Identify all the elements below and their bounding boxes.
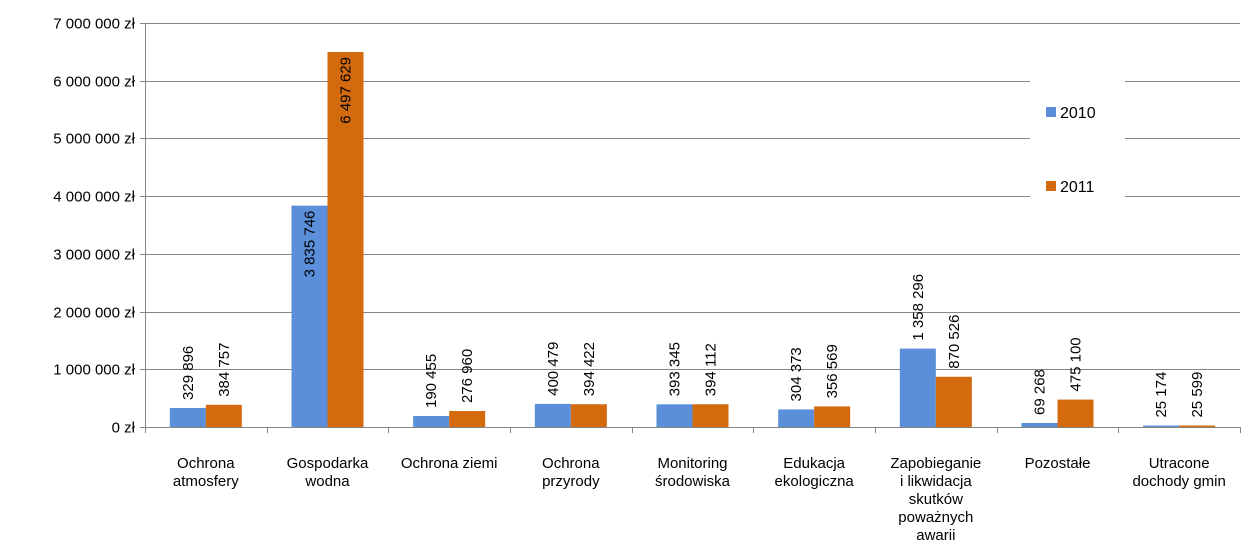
bar-2010: [778, 409, 815, 427]
bar-2010: [534, 403, 571, 427]
category-label-line: Monitoring: [657, 455, 727, 472]
category-label-line: awarii: [916, 527, 955, 544]
category-label-line: Ochrona ziemi: [401, 455, 498, 472]
category-label-line: Zapobieganie: [890, 455, 981, 472]
bar-2011: [449, 411, 486, 427]
bar-2011: [814, 406, 851, 427]
bar-2010: [291, 205, 328, 427]
category-label-line: Ochrona: [177, 455, 235, 472]
y-tick-label: 3 000 000 zł: [53, 247, 135, 264]
y-tick-label: 7 000 000 zł: [53, 16, 135, 33]
data-label: 393 345: [667, 342, 684, 396]
category-label-line: Ochrona: [542, 455, 600, 472]
category-label: Ochrona przyrody: [542, 455, 600, 490]
y-tick-label: 1 000 000 zł: [53, 362, 135, 379]
category-label: Gospodarka wodna: [287, 455, 369, 490]
bar-2011: [327, 51, 364, 427]
category-label: Pozostałe: [1025, 455, 1091, 472]
category-label: Edukacja ekologiczna: [775, 455, 855, 490]
bar-2011: [935, 376, 972, 427]
y-tick-label: 5 000 000 zł: [53, 131, 135, 148]
category-label-line: Edukacja: [783, 455, 845, 472]
category-label-line: Pozostałe: [1025, 455, 1091, 472]
bar-2011: [570, 404, 607, 427]
data-label: 870 526: [946, 315, 963, 369]
bar-2010: [899, 348, 936, 427]
legend-swatch-2010: [1046, 107, 1056, 117]
legend-label: 2011: [1060, 179, 1095, 196]
data-label: 475 100: [1068, 337, 1085, 391]
category-label-line: i likwidacja: [900, 473, 972, 490]
category-label-line: przyrody: [542, 473, 600, 490]
category-label: Ochrona ziemi: [401, 455, 498, 472]
data-label: 25 174: [1153, 372, 1170, 418]
category-label-line: Utracone: [1149, 455, 1210, 472]
data-label: 69 268: [1032, 369, 1049, 415]
y-tick-label: 0 zł: [112, 420, 136, 437]
data-label: 1 358 296: [910, 274, 927, 341]
bar-2010: [169, 407, 206, 427]
bar-2010: [656, 404, 693, 427]
data-label: 394 422: [581, 342, 598, 396]
data-label: 6 497 629: [338, 57, 355, 124]
category-label-line: skutków: [909, 491, 963, 508]
bars: [169, 51, 1216, 427]
y-axis-tick-labels: 0 zł 1 000 000 zł 2 000 000 zł 3 000 000 zł…: [53, 16, 135, 437]
y-tick-label: 4 000 000 zł: [53, 189, 135, 206]
data-label: 329 896: [180, 346, 197, 400]
bar-2010: [413, 416, 450, 427]
category-label-line: ekologiczna: [775, 473, 855, 490]
y-tick-label: 2 000 000 zł: [53, 305, 135, 322]
data-label: 190 455: [423, 354, 440, 408]
data-labels: 329 896 3 835 746 190 455 400 479 393 345 304…: [180, 57, 1206, 418]
bar-2011: [1179, 425, 1216, 427]
category-label-line: wodna: [304, 473, 350, 490]
category-label-line: środowiska: [655, 473, 731, 490]
data-label: 400 479: [545, 342, 562, 396]
legend-swatch-2011: [1046, 181, 1056, 191]
category-label: Ochrona atmosfery: [173, 455, 239, 490]
data-label: 276 960: [459, 349, 476, 403]
bar-2011: [692, 404, 729, 427]
bar-2011: [205, 404, 242, 427]
category-label: Utracone dochody gmin: [1132, 455, 1225, 490]
data-label: 3 835 746: [302, 211, 319, 278]
category-label: Monitoring środowiska: [655, 455, 731, 490]
x-axis: [145, 23, 1241, 433]
legend: 2010 2011: [1046, 105, 1096, 196]
data-label: 384 757: [216, 343, 233, 397]
data-label: 394 112: [703, 343, 720, 396]
category-label-line: dochody gmin: [1132, 473, 1225, 490]
data-label: 304 373: [788, 347, 805, 401]
bar-2010: [1021, 423, 1058, 427]
category-label: Zapobieganie i likwidacja skutków poważnych…: [890, 455, 981, 544]
legend-label: 2010: [1060, 105, 1096, 122]
category-label-line: atmosfery: [173, 473, 239, 490]
bar-2011: [1057, 399, 1094, 427]
category-label-line: poważnych: [898, 509, 973, 526]
bar-2010: [1143, 425, 1180, 427]
data-label: 25 599: [1189, 372, 1206, 418]
category-label-line: Gospodarka: [287, 455, 369, 472]
y-tick-label: 6 000 000 zł: [53, 74, 135, 91]
data-label: 356 569: [824, 344, 841, 398]
